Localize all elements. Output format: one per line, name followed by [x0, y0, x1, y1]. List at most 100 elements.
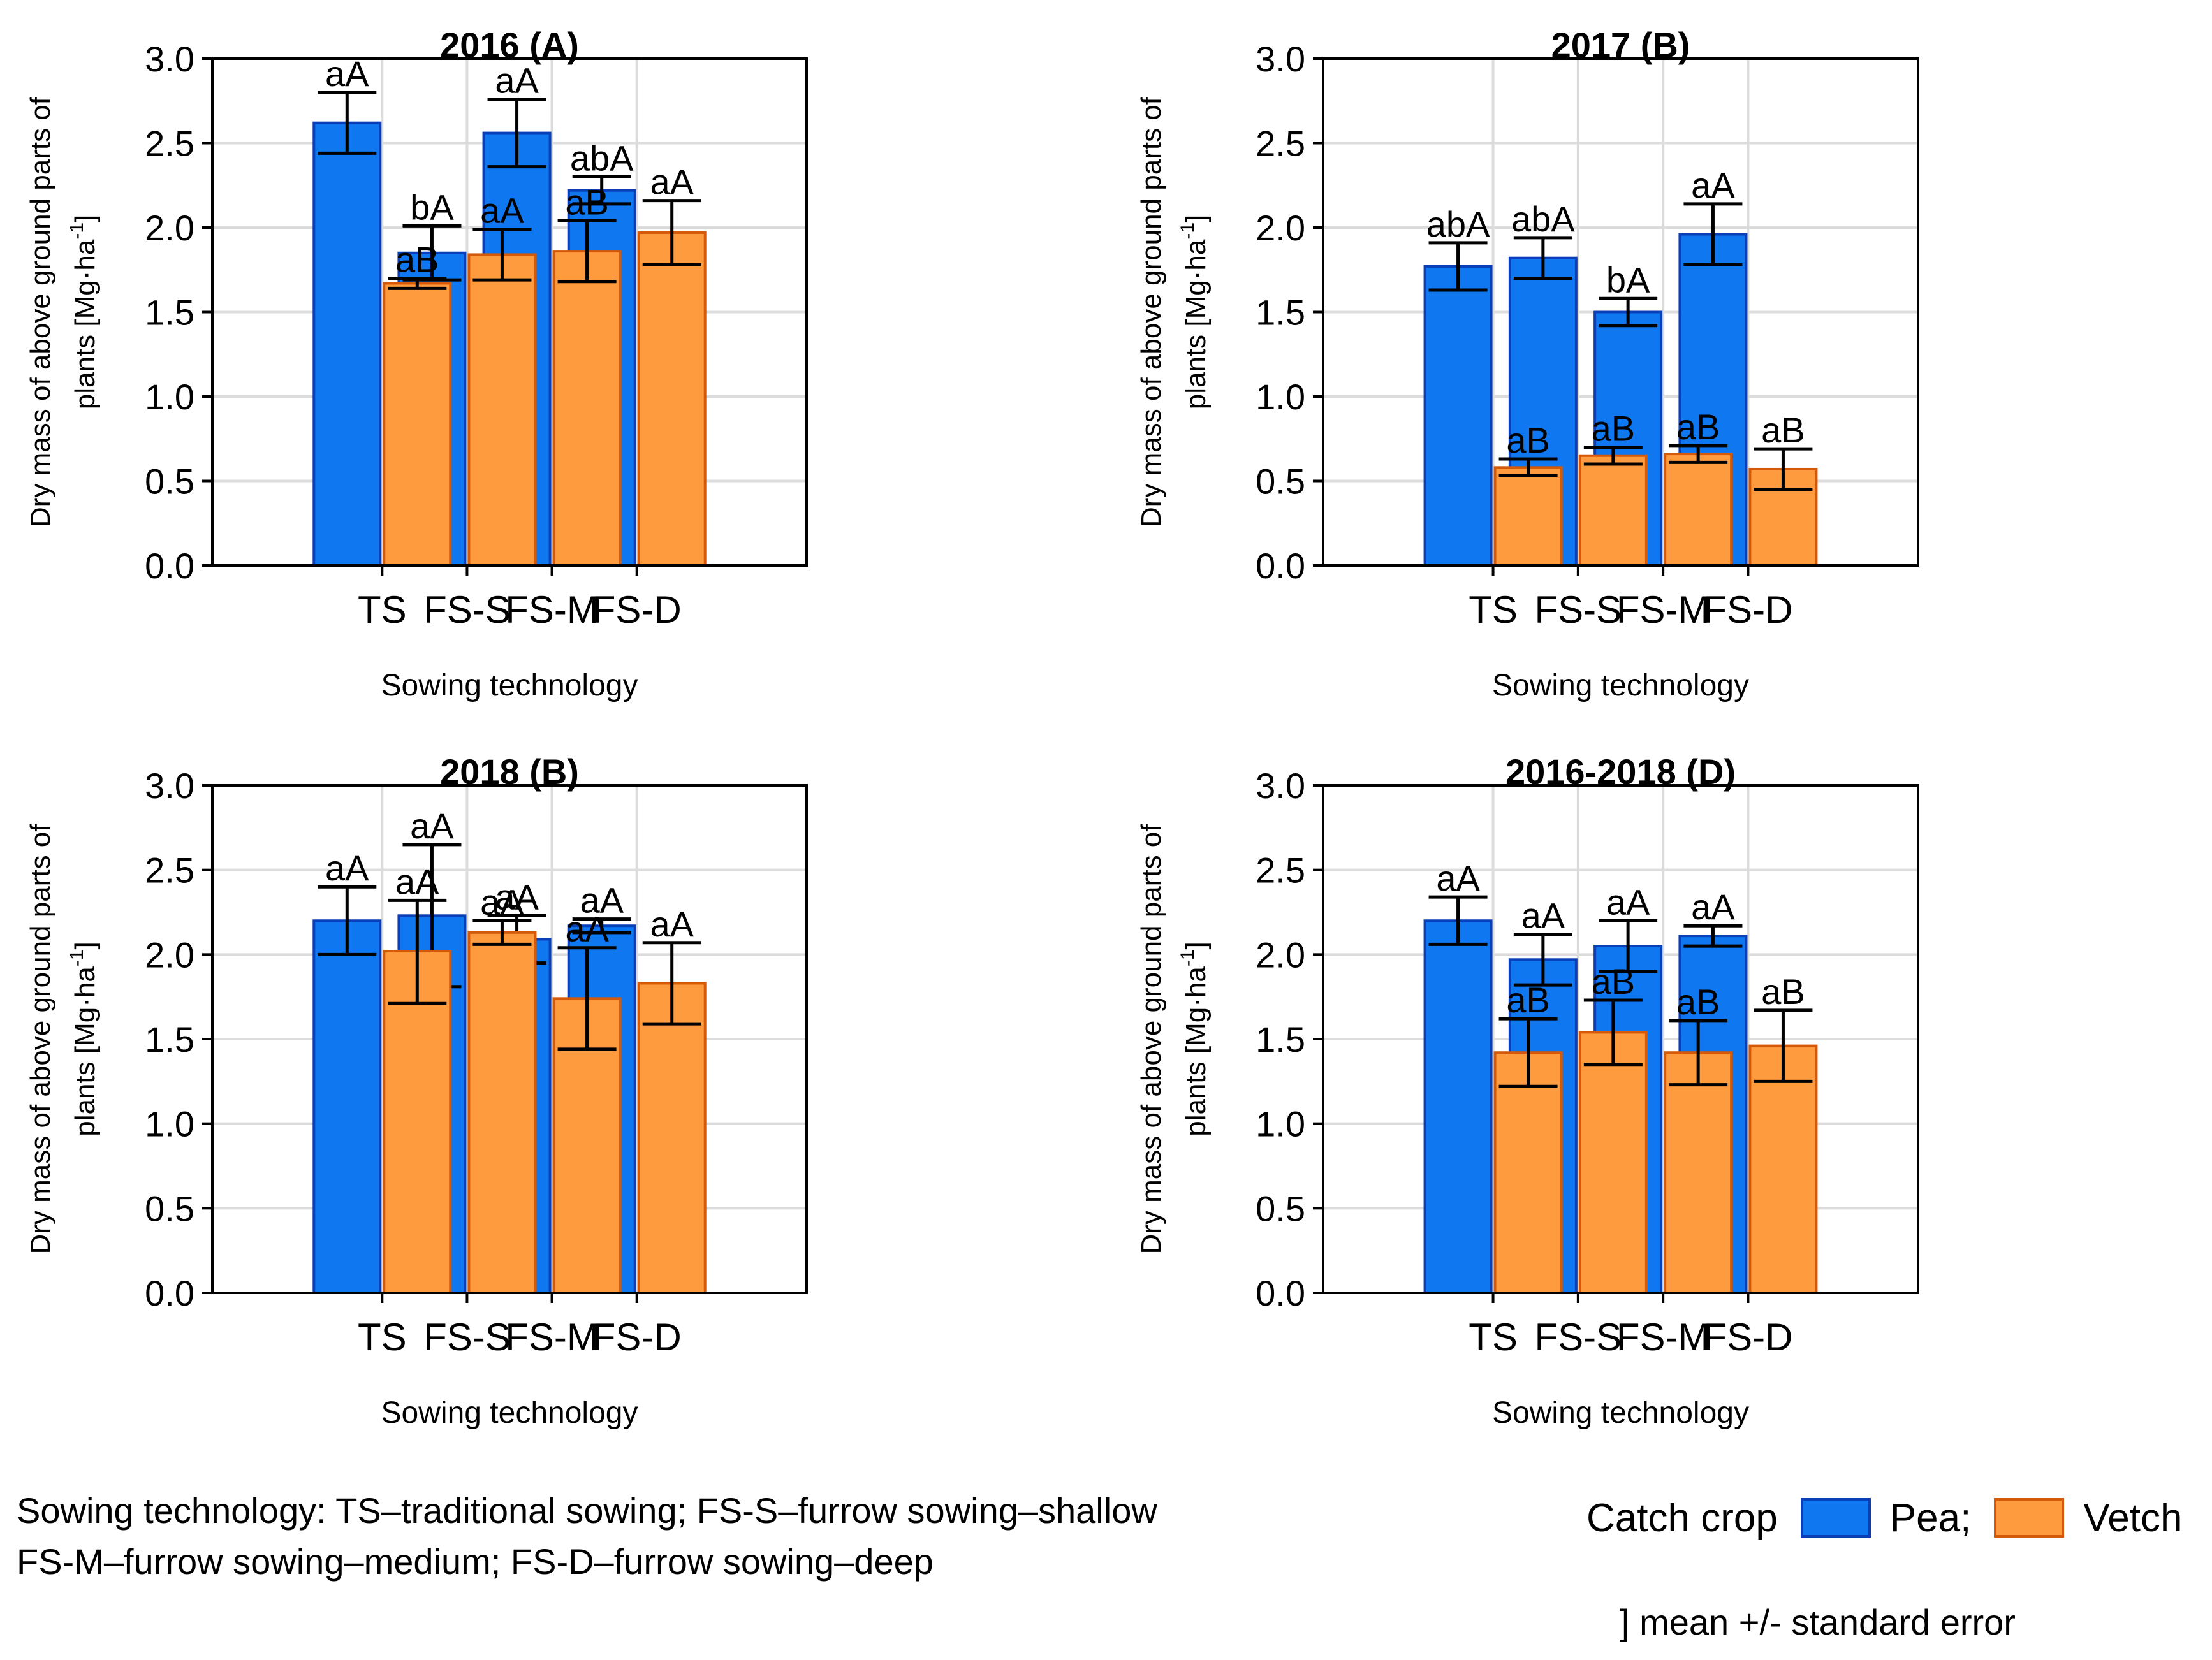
x-tick-label: FS-S [1535, 588, 1622, 631]
x-tick-label: FS-D [1703, 1316, 1792, 1358]
y-tick-label: 0.0 [145, 546, 194, 586]
significance-label: aA [495, 61, 539, 101]
y-axis-label-main: plants [Mg·ha [1180, 966, 1212, 1137]
significance-label: aA [480, 882, 524, 922]
significance-label: aA [565, 909, 609, 949]
significance-label: bA [410, 187, 454, 227]
bar-vetch [1664, 453, 1733, 567]
bar-vetch [1664, 1051, 1733, 1295]
significance-label: aB [1761, 972, 1805, 1012]
x-tick-label: FS-S [1535, 1316, 1622, 1358]
bar-vetch [1493, 466, 1563, 567]
x-tick-label: FS-M [1616, 1316, 1710, 1358]
bar-vetch [1578, 1031, 1648, 1295]
bar-pea [1423, 919, 1493, 1295]
significance-label: aB [1506, 420, 1550, 460]
footnote-line-2: FS-M–furrow sowing–medium; FS-D–furrow s… [17, 1541, 934, 1582]
x-axis-label: Sowing technology [381, 1396, 638, 1430]
footnote-line-1: Sowing technology: TS–traditional sowing… [17, 1490, 1157, 1531]
x-tick-label: TS [358, 588, 407, 631]
y-axis-label-bracket: ] [1180, 215, 1212, 222]
y-tick-label: 3.0 [145, 39, 194, 79]
chart-title: 2017 (B) [1551, 25, 1690, 65]
y-axis-label-line-2: plants [Mg·ha-1] [66, 942, 101, 1137]
x-tick-label: FS-S [423, 588, 511, 631]
x-tick-label: FS-M [1616, 588, 1710, 631]
x-tick-label: FS-D [1703, 588, 1792, 631]
y-axis-label-line-2: plants [Mg·ha-1] [1177, 215, 1212, 410]
bar-vetch [1493, 1051, 1563, 1295]
y-tick-label: 1.5 [145, 293, 194, 333]
legend-label-pea: Pea; [1889, 1496, 1972, 1540]
significance-label: aB [1592, 409, 1636, 449]
y-tick-label: 2.0 [1256, 208, 1305, 248]
y-tick-label: 0.0 [145, 1273, 194, 1313]
legend-title: Catch crop [1586, 1496, 1778, 1540]
bar-vetch [383, 282, 452, 567]
y-tick-label: 3.0 [1256, 39, 1305, 79]
y-axis-label-bracket: ] [70, 942, 101, 949]
significance-label: aA [1691, 887, 1735, 927]
significance-label: aB [1506, 980, 1550, 1020]
y-tick-label: 1.5 [1256, 293, 1305, 333]
significance-label: abA [1426, 204, 1490, 244]
chart-panel-4: aA aA aA aA aB aB aB aB 0.0 0.5 1.0 1.5 2.0 2.5 3.0 TS F… [1136, 752, 1919, 1430]
significance-label: aA [650, 904, 694, 944]
significance-label: aA [1521, 895, 1565, 935]
y-tick-label: 1.0 [145, 1104, 194, 1144]
x-tick-label: FS-D [592, 588, 682, 631]
significance-label: aA [650, 162, 694, 202]
significance-label: aB [1761, 410, 1805, 450]
significance-label: bA [1606, 259, 1650, 300]
error-bar-note: ] mean +/- standard error [1620, 1602, 2016, 1642]
y-tick-label: 1.5 [1256, 1019, 1305, 1059]
chart-panel-2: abA abA bA aA aB aB aB aB 0.0 0.5 1.0 1.5 2.0 2.5 3.0 T… [1136, 25, 1919, 703]
bar-vetch [467, 253, 537, 567]
y-tick-label: 0.5 [1256, 1188, 1305, 1228]
y-tick-label: 3.0 [1256, 766, 1305, 806]
y-tick-label: 1.5 [145, 1019, 194, 1059]
y-axis-label-superscript: -1 [66, 949, 87, 966]
significance-label: aA [410, 806, 454, 846]
significance-label: aB [1676, 982, 1720, 1022]
y-tick-label: 3.0 [145, 766, 194, 806]
y-tick-label: 2.5 [145, 124, 194, 164]
significance-label: abA [1511, 199, 1575, 239]
y-tick-label: 2.5 [1256, 850, 1305, 891]
y-tick-label: 1.0 [1256, 377, 1305, 417]
significance-label: aA [1436, 858, 1480, 898]
significance-label: aA [325, 54, 369, 94]
y-tick-label: 0.5 [145, 462, 194, 502]
legend-label-vetch: Vetch [2083, 1496, 2183, 1540]
y-tick-label: 1.0 [145, 377, 194, 417]
significance-label: aB [565, 182, 609, 222]
y-axis-label-bracket: ] [70, 215, 101, 222]
y-tick-label: 2.5 [145, 850, 194, 891]
y-tick-label: 2.0 [145, 935, 194, 975]
y-axis-label-main: plants [Mg·ha [1180, 239, 1212, 409]
significance-label: aB [395, 240, 439, 280]
x-axis-label: Sowing technology [381, 669, 638, 703]
bar-vetch [467, 931, 537, 1294]
y-tick-label: 0.0 [1256, 546, 1305, 586]
x-axis-label: Sowing technology [1492, 1396, 1749, 1430]
bar-vetch [552, 250, 622, 567]
significance-label: aA [395, 861, 439, 901]
significance-label: aA [495, 877, 539, 917]
x-axis-label: Sowing technology [1492, 669, 1749, 703]
x-tick-label: TS [1469, 588, 1518, 631]
legend: Catch crop Pea; Vetch [1586, 1489, 2182, 1547]
significance-label: abA [570, 138, 634, 178]
y-axis-label-line-1: Dry mass of above ground parts of [25, 824, 56, 1255]
x-tick-label: FS-D [592, 1316, 682, 1358]
x-tick-label: TS [1469, 1316, 1518, 1358]
y-axis-label-line-1: Dry mass of above ground parts of [1136, 96, 1167, 527]
y-axis-label-line-2: plants [Mg·ha-1] [1177, 942, 1212, 1137]
bar-pea [1423, 265, 1493, 567]
y-tick-label: 2.0 [145, 208, 194, 248]
significance-label: aA [580, 880, 624, 921]
x-tick-label: TS [358, 1316, 407, 1358]
